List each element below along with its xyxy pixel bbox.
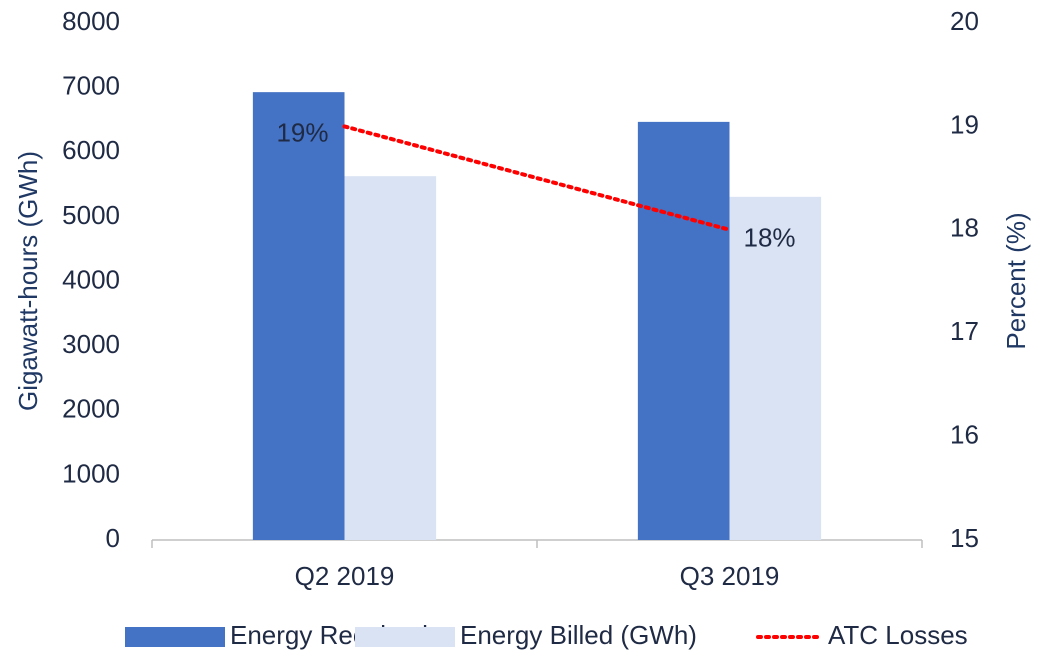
y2-tick-label: 18 bbox=[950, 213, 979, 243]
data-label: 18% bbox=[744, 223, 796, 253]
data-label: 19% bbox=[276, 117, 328, 147]
legend-swatch bbox=[355, 627, 455, 647]
y-tick-label: 1000 bbox=[62, 458, 120, 488]
y2-tick-label: 15 bbox=[950, 523, 979, 553]
y-tick-label: 3000 bbox=[62, 329, 120, 359]
y-tick-label: 8000 bbox=[62, 6, 120, 36]
line bbox=[342, 124, 732, 232]
legend-swatch bbox=[125, 627, 225, 647]
y2-tick-label: 16 bbox=[950, 419, 979, 449]
bar bbox=[637, 121, 730, 540]
y2-axis-label: Percent (%) bbox=[1001, 212, 1031, 349]
bar bbox=[344, 176, 437, 540]
bar bbox=[252, 92, 345, 541]
bar bbox=[729, 196, 822, 540]
y-tick-label: 2000 bbox=[62, 394, 120, 424]
y2-tick-label: 20 bbox=[950, 6, 979, 36]
legend-label: Energy Billed (GWh) bbox=[460, 620, 697, 650]
y2-tick-label: 17 bbox=[950, 316, 979, 346]
y-tick-label: 5000 bbox=[62, 200, 120, 230]
y2-tick-label: 19 bbox=[950, 109, 979, 139]
legend-label: ATC Losses bbox=[828, 620, 968, 650]
x-tick-label: Q2 2019 bbox=[295, 561, 395, 591]
y-tick-label: 6000 bbox=[62, 135, 120, 165]
y-tick-label: 0 bbox=[106, 523, 120, 553]
y-tick-label: 4000 bbox=[62, 264, 120, 294]
x-tick-label: Q3 2019 bbox=[680, 561, 780, 591]
y-axis-label: Gigawatt-hours (GWh) bbox=[13, 151, 43, 411]
y-tick-label: 7000 bbox=[62, 71, 120, 101]
